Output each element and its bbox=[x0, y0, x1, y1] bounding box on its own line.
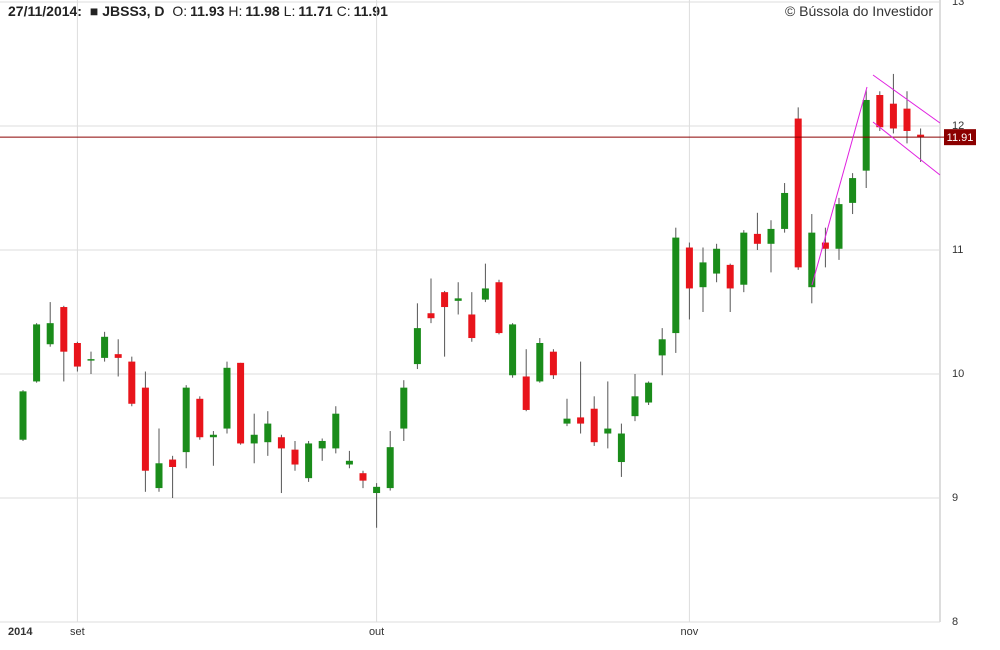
candle-body bbox=[903, 108, 911, 131]
candle-body bbox=[33, 324, 41, 382]
candle-body bbox=[685, 247, 693, 289]
candle-body bbox=[726, 264, 734, 289]
candle-body bbox=[454, 298, 462, 301]
trend-lines bbox=[811, 74, 941, 286]
copyright: © Bússola do Investidor bbox=[784, 3, 933, 19]
candle-body bbox=[563, 418, 571, 424]
candle-body bbox=[141, 387, 149, 471]
candle-body bbox=[617, 433, 625, 463]
candle-body bbox=[522, 376, 530, 410]
candle-body bbox=[196, 398, 204, 438]
candle-body bbox=[87, 359, 95, 361]
candle-body bbox=[753, 233, 761, 244]
candle-body bbox=[101, 336, 109, 358]
candle-body bbox=[46, 323, 54, 345]
candle-body bbox=[237, 362, 245, 444]
candle-body bbox=[277, 437, 285, 449]
candle-body bbox=[114, 354, 122, 358]
candle-body bbox=[209, 434, 217, 438]
trend-line bbox=[811, 86, 868, 286]
x-tick-label: nov bbox=[681, 626, 699, 638]
header: 27/11/2014: ■ JBSS3, D O: 11.93 H: 11.98 L: 1… bbox=[8, 3, 392, 19]
candle-body bbox=[889, 103, 897, 129]
candle-body bbox=[604, 428, 612, 434]
candle-body bbox=[413, 328, 421, 365]
candle-body bbox=[917, 134, 925, 138]
candle-body bbox=[862, 99, 870, 171]
candle-body bbox=[441, 292, 449, 308]
y-tick-label: 9 bbox=[952, 492, 958, 504]
candle-body bbox=[713, 248, 721, 274]
candle-body bbox=[332, 413, 340, 449]
field-label: H: bbox=[228, 3, 243, 19]
candle-body bbox=[849, 178, 857, 203]
candle-body bbox=[291, 449, 299, 465]
candle-body bbox=[835, 204, 843, 249]
field-label: O: bbox=[172, 3, 188, 19]
x-tick-label: set bbox=[70, 626, 85, 638]
candle-body bbox=[400, 387, 408, 429]
candle-body bbox=[19, 391, 27, 440]
field-label: L: bbox=[283, 3, 296, 19]
candle-body bbox=[318, 440, 326, 449]
candle-body bbox=[808, 232, 816, 288]
x-tick-label: 2014 bbox=[8, 626, 33, 638]
candle-body bbox=[645, 382, 653, 403]
candle-body bbox=[128, 361, 136, 404]
y-tick-label: 11 bbox=[952, 244, 963, 256]
candle-body bbox=[155, 463, 163, 489]
candle-body bbox=[590, 408, 598, 443]
candle-body bbox=[373, 486, 381, 494]
candle-body bbox=[767, 228, 775, 244]
candle-body bbox=[876, 95, 884, 128]
candle-body bbox=[821, 242, 829, 249]
candle-body bbox=[427, 313, 435, 319]
candle-body bbox=[468, 314, 476, 339]
candle-body bbox=[264, 423, 272, 443]
field-value: 11.91 bbox=[353, 3, 388, 19]
candle-body bbox=[169, 459, 177, 467]
channel-line bbox=[872, 74, 941, 124]
candle-body bbox=[386, 447, 394, 489]
candle-body bbox=[781, 192, 789, 229]
candle-body bbox=[658, 339, 666, 356]
candle-body bbox=[73, 343, 81, 367]
y-tick-label: 12 bbox=[952, 120, 964, 132]
y-tick-label: 13 bbox=[952, 0, 964, 8]
candle-body bbox=[495, 282, 503, 334]
candle-body bbox=[509, 324, 517, 376]
candle-body bbox=[672, 237, 680, 334]
channel-line bbox=[872, 121, 941, 176]
field-value: 11.71 bbox=[298, 3, 333, 19]
candle-body bbox=[182, 387, 190, 453]
symbol: ■ JBSS3, D bbox=[89, 3, 165, 19]
candle-body bbox=[536, 343, 544, 382]
price-label: 11.91 bbox=[947, 132, 974, 144]
y-tick-label: 10 bbox=[952, 368, 964, 380]
candle-body bbox=[631, 396, 639, 417]
candle-body bbox=[60, 307, 68, 352]
candle-body bbox=[794, 118, 802, 268]
y-tick-label: 8 bbox=[952, 616, 958, 628]
candle-body bbox=[223, 367, 231, 429]
candle-body bbox=[549, 351, 557, 376]
candle-body bbox=[359, 473, 367, 481]
candle-body bbox=[577, 417, 585, 424]
field-value: 11.93 bbox=[190, 3, 225, 19]
date: 27/11/2014: bbox=[8, 3, 82, 19]
candle-body bbox=[740, 232, 748, 285]
candle-body bbox=[250, 434, 258, 444]
candle-body bbox=[305, 443, 313, 479]
field-value: 11.98 bbox=[245, 3, 280, 19]
candle-body bbox=[481, 288, 489, 300]
field-label: C: bbox=[336, 3, 351, 19]
candle-body bbox=[699, 262, 707, 288]
plot: 8 9 10 11 12 13 2014 set out nov bbox=[0, 0, 964, 638]
x-tick-label: out bbox=[369, 626, 384, 638]
price-label-box bbox=[944, 129, 976, 146]
candle-body bbox=[345, 460, 353, 465]
